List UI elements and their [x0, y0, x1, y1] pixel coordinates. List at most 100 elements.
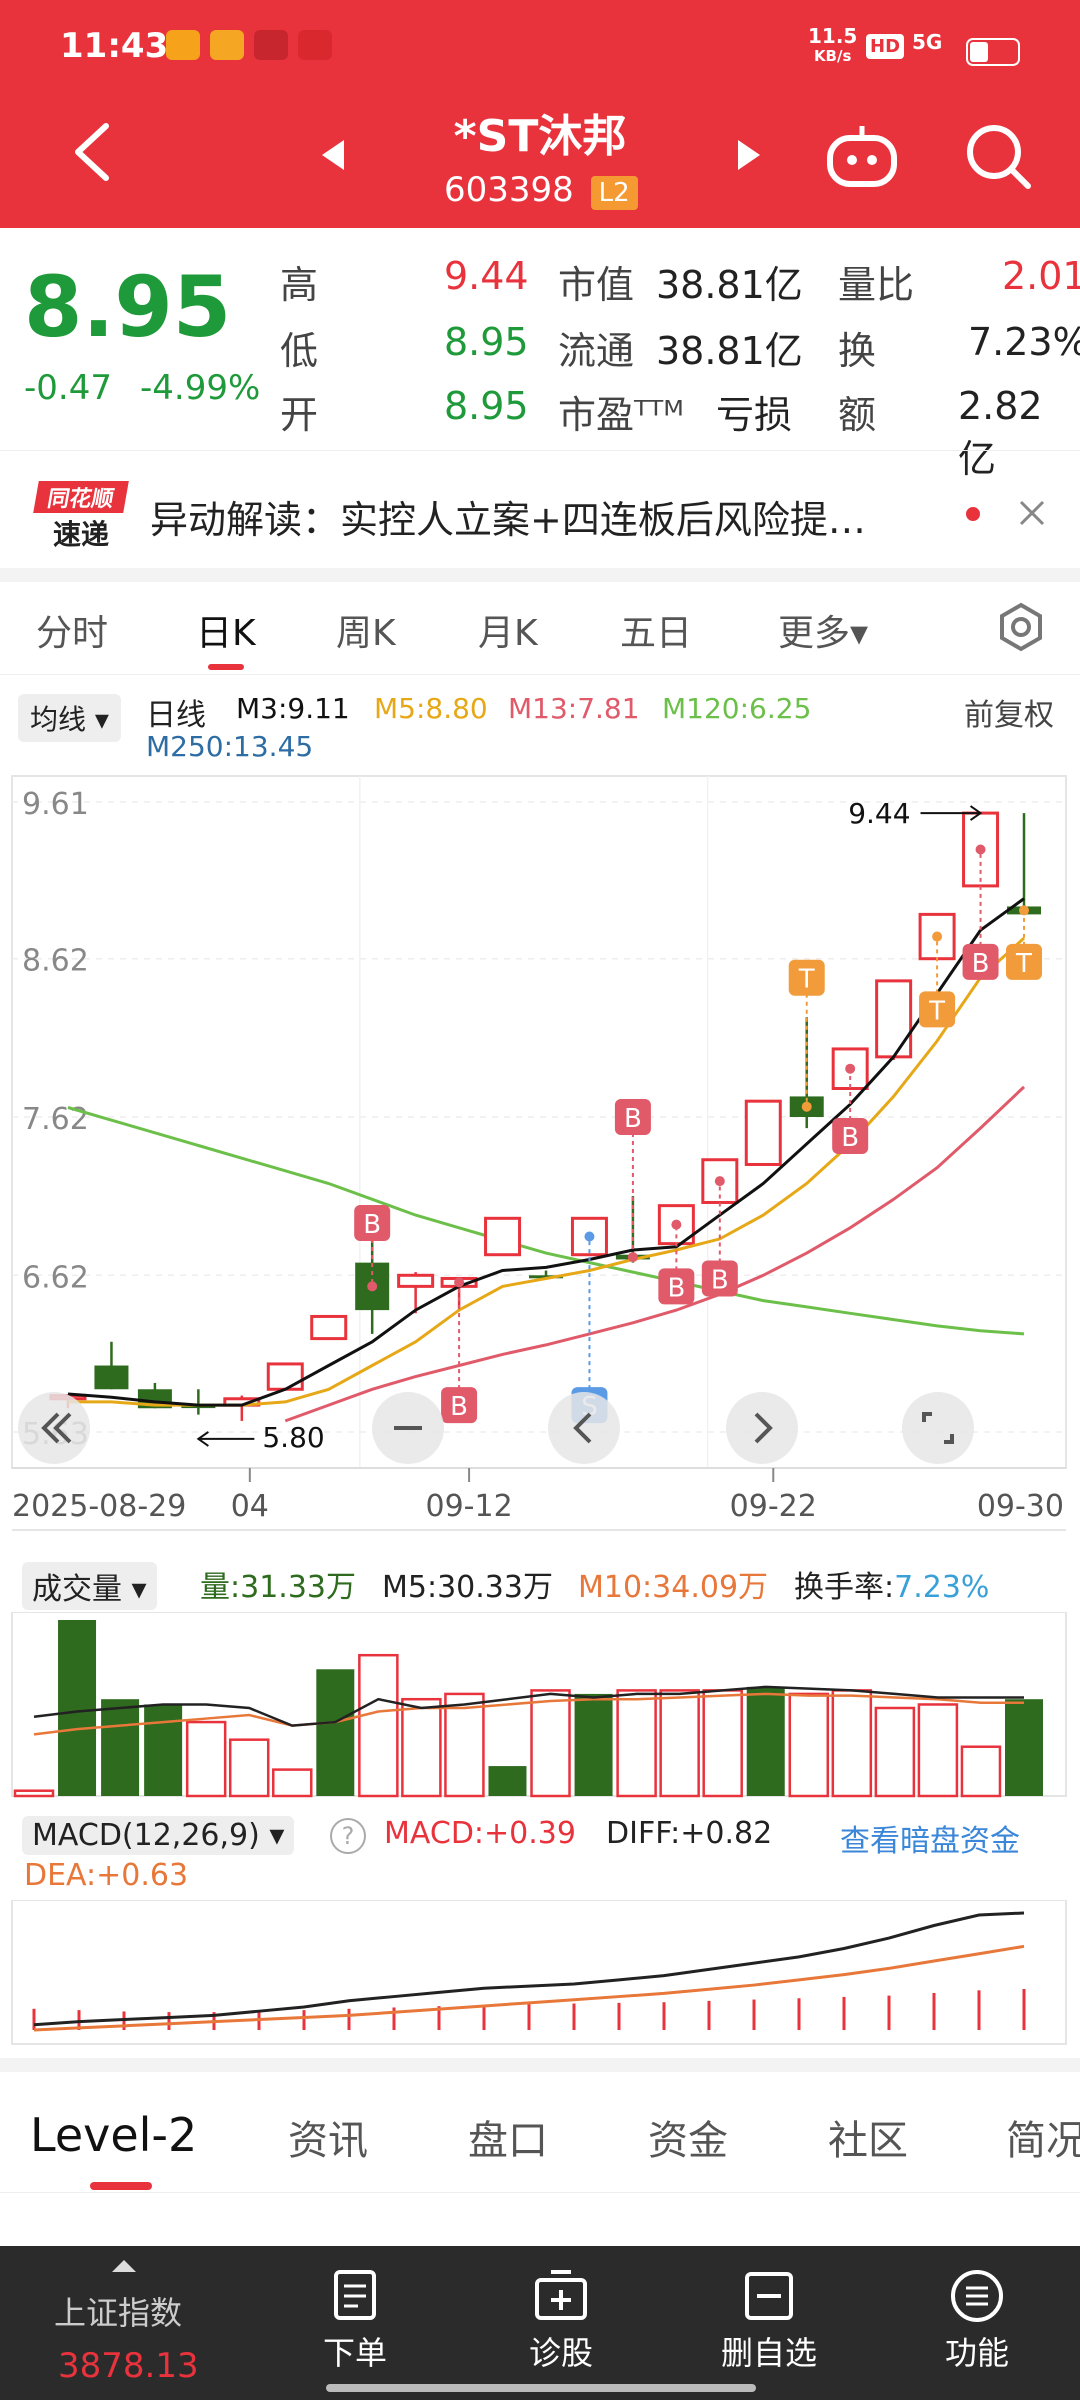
volume-bar — [228, 1738, 270, 1798]
tab-monthly-k[interactable]: 月K — [478, 613, 538, 654]
vol-ratio-value: 2.01 — [1002, 254, 1080, 298]
signal-label: B — [711, 1265, 729, 1295]
remove-watchlist-button[interactable]: 删自选 — [704, 2268, 834, 2374]
signal-marker — [919, 991, 956, 1028]
zoom-out-button[interactable] — [18, 1392, 90, 1464]
low-value: 8.95 — [444, 320, 529, 364]
expand-up-icon[interactable] — [110, 2258, 138, 2274]
volume-bar — [530, 1689, 571, 1798]
tab-profile[interactable]: 简况 — [1006, 2118, 1080, 2164]
signal-marker — [441, 1387, 478, 1424]
macd-frame — [11, 1900, 1067, 2045]
signal-label: T — [928, 996, 945, 1026]
current-price: 8.95 — [24, 258, 232, 356]
signal-dot — [627, 1252, 638, 1263]
ma250-value: M250:13.45 — [146, 730, 314, 763]
ma-legend: 均线 ▾ 日线 M3:9.11 M5:8.80 M13:7.81 M120:6.… — [0, 676, 1080, 772]
app-notification-icon — [166, 30, 200, 60]
x-tick-label: 04 — [231, 1489, 269, 1524]
volume-selector[interactable]: 成交量 ▾ — [22, 1562, 157, 1610]
fullscreen-button[interactable] — [902, 1392, 974, 1464]
macd-selector[interactable]: MACD(12,26,9) ▾ — [22, 1816, 295, 1855]
info-tabs: Level-2 资讯 盘口 资金 社区 简况 — [0, 2072, 1080, 2193]
y-tick-label: 8.62 — [22, 944, 89, 979]
ma120-value: M120:6.25 — [662, 692, 812, 725]
close-icon[interactable] — [1018, 499, 1046, 527]
signal-marker — [701, 1260, 738, 1297]
ma-selector[interactable]: 均线 ▾ — [18, 694, 121, 742]
help-icon[interactable]: ? — [330, 1818, 366, 1854]
search-icon[interactable] — [964, 122, 1034, 192]
volume-bar — [659, 1689, 700, 1798]
y-tick-label: 7.62 — [22, 1102, 89, 1137]
hd-badge: HD — [866, 34, 905, 59]
signal-dot — [584, 1231, 595, 1242]
signal-label: B — [667, 1273, 685, 1303]
divider — [0, 2058, 1080, 2072]
tab-more[interactable]: 更多▾ — [778, 613, 869, 654]
volume-bar — [13, 1789, 55, 1798]
diagnose-button[interactable]: 诊股 — [506, 2268, 616, 2374]
level2-badge: L2 — [590, 176, 638, 210]
float-label: 流通 — [558, 329, 635, 373]
next-stock-icon[interactable] — [734, 138, 764, 172]
low-label: 低 — [280, 329, 319, 373]
candle-body — [484, 1216, 522, 1257]
y-tick-label: 6.62 — [22, 1260, 89, 1295]
order-icon — [334, 2270, 376, 2320]
tab-five-day[interactable]: 五日 — [620, 613, 693, 654]
signal-dot — [454, 1277, 465, 1288]
prev-stock-icon[interactable] — [318, 138, 348, 172]
low-arrowhead — [196, 1431, 209, 1447]
y-tick-label: 9.61 — [22, 787, 89, 822]
kline-chart[interactable]: 9.618.627.626.625.63BBSBBBTBTBT9.445.802… — [0, 772, 1080, 1550]
order-button[interactable]: 下单 — [300, 2268, 410, 2374]
x-tick-label: 2025-08-29 — [12, 1489, 186, 1524]
signal-dot — [1019, 905, 1029, 916]
tab-weekly-k[interactable]: 周K — [336, 613, 396, 654]
amount-value: 2.82亿 — [958, 384, 1043, 481]
scroll-right-button[interactable] — [726, 1392, 798, 1464]
ma13-value: M13:7.81 — [508, 692, 640, 725]
tab-orderbook[interactable]: 盘口 — [468, 2118, 548, 2164]
tab-level2[interactable]: Level-2 — [30, 2108, 198, 2162]
news-ticker[interactable]: 同花顺 速递 异动解读：实控人立案+四连板后风险提… — [0, 450, 1080, 569]
signal-marker — [1006, 943, 1042, 980]
settings-icon[interactable] — [996, 602, 1046, 652]
signal-marker — [962, 943, 999, 980]
volume-bar — [788, 1692, 830, 1798]
tab-funds[interactable]: 资金 — [648, 2118, 728, 2164]
tab-community[interactable]: 社区 — [828, 2118, 908, 2164]
volume-bar — [488, 1766, 527, 1796]
divider — [0, 568, 1080, 582]
zoom-minus-button[interactable] — [372, 1392, 444, 1464]
tab-daily-k[interactable]: 日K — [196, 613, 256, 654]
scroll-left-button[interactable] — [548, 1392, 620, 1464]
candle-body — [744, 1099, 782, 1166]
signal-label: B — [363, 1210, 381, 1240]
app-notification-icon — [298, 30, 332, 60]
turnover-label: 换 — [838, 329, 877, 373]
signal-marker — [658, 1268, 695, 1305]
menu-icon — [951, 2270, 1003, 2322]
amount-label: 额 — [838, 393, 877, 437]
function-button[interactable]: 功能 — [922, 2268, 1032, 2374]
signal-marker — [832, 1117, 869, 1154]
diff-value: DIFF:+0.82 — [606, 1816, 773, 1851]
adjust-mode[interactable]: 前复权 — [964, 698, 1054, 733]
index-name[interactable]: 上证指数 — [54, 2294, 183, 2332]
assistant-robot-icon[interactable] — [824, 120, 900, 190]
back-icon[interactable] — [70, 120, 116, 184]
tab-news[interactable]: 资讯 — [288, 2118, 368, 2164]
stock-name: *ST沐邦 — [453, 111, 627, 162]
volume-turnover: 换手率:7.23% — [794, 1570, 990, 1605]
tab-timeshare[interactable]: 分时 — [36, 613, 109, 654]
volume-bar — [101, 1699, 140, 1796]
quote-panel: 8.95 -0.47 -4.99% 高 低 开 9.44 8.95 8.95 市… — [0, 228, 1080, 481]
volume-bar — [316, 1669, 355, 1796]
float-value: 38.81亿 — [656, 329, 803, 373]
stock-code-row: 603398 L2 — [444, 170, 638, 210]
candle-body — [397, 1273, 435, 1288]
macd-legend: MACD(12,26,9) ▾ ? MACD:+0.39 DIFF:+0.82 … — [0, 1808, 1080, 1908]
dark-pool-link[interactable]: 查看暗盘资金 — [840, 1824, 1020, 1859]
